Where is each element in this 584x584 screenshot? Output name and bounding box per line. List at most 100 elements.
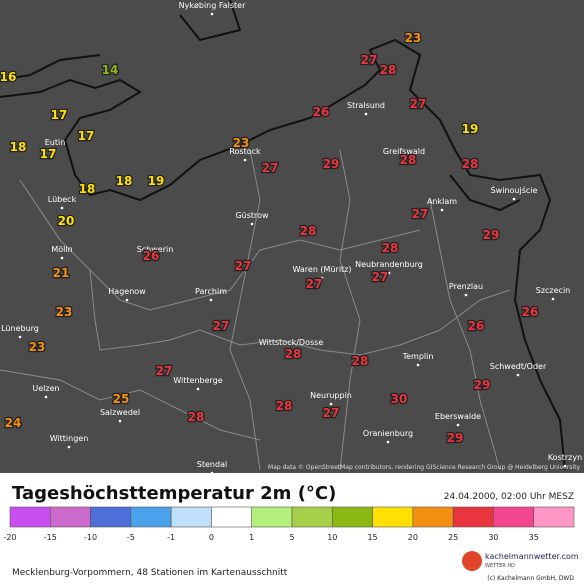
legend-swatch bbox=[9, 506, 51, 528]
city-label: Kostrzyn bbox=[548, 453, 582, 462]
city-dot bbox=[464, 293, 468, 297]
legend-swatch bbox=[452, 506, 494, 528]
city-label: Stendal bbox=[197, 460, 227, 469]
station-temp: 18 bbox=[10, 140, 27, 154]
city-dot bbox=[387, 271, 391, 275]
city-dot bbox=[386, 440, 390, 444]
station-temp: 26 bbox=[522, 305, 539, 319]
city-dot bbox=[243, 158, 247, 162]
station-temp: 27 bbox=[213, 319, 230, 333]
city-label: Stralsund bbox=[347, 101, 385, 110]
station-temp: 30 bbox=[391, 392, 408, 406]
city-dot bbox=[512, 197, 516, 201]
station-temp: 28 bbox=[382, 241, 399, 255]
city-dot bbox=[67, 445, 71, 449]
legend-tick-label: 5 bbox=[289, 533, 294, 542]
legend-swatch bbox=[412, 506, 454, 528]
station-temp: 27 bbox=[156, 364, 173, 378]
city-label: Szczecin bbox=[536, 286, 571, 295]
legend-tick-label: 25 bbox=[448, 533, 458, 542]
station-temp: 27 bbox=[262, 161, 279, 175]
city-label: Świnoujście bbox=[491, 184, 538, 195]
date: 24.04.2000, 02:00 Uhr MESZ bbox=[444, 492, 574, 502]
city-label: Schwerin bbox=[137, 245, 174, 254]
legend-tick-label: -10 bbox=[84, 533, 97, 542]
station-temp: 29 bbox=[483, 228, 500, 242]
station-temp: 19 bbox=[462, 122, 479, 136]
city-dot bbox=[53, 149, 57, 153]
borders bbox=[0, 149, 511, 471]
station-temp: 27 bbox=[323, 406, 340, 420]
station-temp: 17 bbox=[51, 108, 68, 122]
station-temp: 21 bbox=[53, 266, 70, 280]
station-temp: 29 bbox=[323, 157, 340, 171]
station-temp: 24 bbox=[5, 416, 22, 430]
city-dot bbox=[551, 297, 555, 301]
legend-tick-label: 20 bbox=[408, 533, 418, 542]
city-label: Lüneburg bbox=[1, 324, 39, 333]
city-dot bbox=[125, 298, 129, 302]
station-temp: 28 bbox=[300, 224, 317, 238]
legend-swatch bbox=[331, 506, 373, 528]
legend-swatch bbox=[251, 506, 293, 528]
station-temp: 18 bbox=[79, 182, 96, 196]
station-temp: 17 bbox=[78, 129, 95, 143]
city-dot bbox=[364, 112, 368, 116]
station-temp: 14 bbox=[102, 63, 119, 77]
logo-icon bbox=[462, 551, 482, 571]
station-temp: 25 bbox=[113, 392, 130, 406]
legend-tick-label: 15 bbox=[367, 533, 377, 542]
legend-tick-label: -20 bbox=[3, 533, 16, 542]
legend-tick-label: -15 bbox=[44, 533, 57, 542]
city-label: Salzwedel bbox=[100, 408, 140, 417]
station-temp: 29 bbox=[474, 378, 491, 392]
station-temp: 23 bbox=[56, 305, 73, 319]
legend-tick-label: 30 bbox=[488, 533, 498, 542]
legend-swatch bbox=[211, 506, 253, 528]
legend-swatch bbox=[90, 506, 132, 528]
station-temp: 26 bbox=[143, 249, 160, 263]
station-temp: 27 bbox=[235, 259, 252, 273]
city-dot bbox=[60, 256, 64, 260]
legend-swatch bbox=[533, 506, 575, 528]
city-label: Parchim bbox=[195, 287, 227, 296]
city-label: Schwedt/Oder bbox=[490, 362, 547, 371]
station-temp: 28 bbox=[462, 157, 479, 171]
city-label: Güstrow bbox=[235, 211, 269, 220]
map-background bbox=[0, 0, 584, 473]
station-temp: 27 bbox=[361, 53, 378, 67]
legend-tick-label: -5 bbox=[127, 533, 135, 542]
station-temp: 28 bbox=[285, 347, 302, 361]
city-label: Wittingen bbox=[50, 434, 89, 443]
title: Tageshöchsttemperatur 2m (°C) bbox=[12, 483, 336, 504]
station-temp: 28 bbox=[380, 63, 397, 77]
city-label: Lübeck bbox=[48, 195, 77, 204]
station-temp: 28 bbox=[276, 399, 293, 413]
city-label: Templin bbox=[402, 352, 434, 361]
city-dot bbox=[289, 349, 293, 353]
city-label: Oranienburg bbox=[363, 429, 413, 438]
city-dot bbox=[416, 363, 420, 367]
city-dot bbox=[209, 298, 213, 302]
station-temp: 16 bbox=[0, 70, 16, 84]
city-label: Rostock bbox=[229, 147, 261, 156]
station-temp: 23 bbox=[29, 340, 46, 354]
station-temp: 26 bbox=[313, 105, 330, 119]
city-dot bbox=[250, 222, 254, 226]
legend-swatch bbox=[291, 506, 333, 528]
station-temp: 26 bbox=[468, 319, 485, 333]
legend-swatch bbox=[493, 506, 535, 528]
city-dot bbox=[402, 158, 406, 162]
city-label: Uelzen bbox=[32, 384, 59, 393]
legend-swatch bbox=[170, 506, 212, 528]
city-dot bbox=[196, 387, 200, 391]
station-temp: 27 bbox=[412, 207, 429, 221]
logo-name: kachelmannwetter.com bbox=[485, 552, 579, 561]
station-temp: 28 bbox=[400, 153, 417, 167]
city-dot bbox=[563, 464, 567, 468]
legend-tick-label: 35 bbox=[529, 533, 539, 542]
city-dot bbox=[440, 208, 444, 212]
city-dot bbox=[210, 12, 214, 16]
city-label: Nykøbing Falster bbox=[179, 1, 246, 10]
